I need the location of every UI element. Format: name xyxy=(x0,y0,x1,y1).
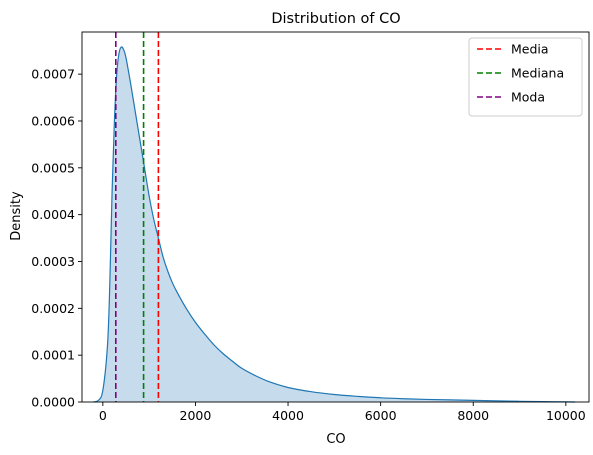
x-tick-label: 8000 xyxy=(457,408,489,423)
y-tick-label: 0.0007 xyxy=(31,67,75,82)
axes-frame xyxy=(81,31,590,403)
legend-label-moda: Moda xyxy=(511,90,545,105)
x-tick-label: 6000 xyxy=(365,408,397,423)
y-tick-label: 0.0001 xyxy=(31,348,75,363)
y-tick-label: 0.0006 xyxy=(31,113,75,128)
x-tick-label: 0 xyxy=(99,408,107,423)
legend-label-media: Media xyxy=(511,42,549,57)
chart-title: Distribution of CO xyxy=(271,11,400,27)
x-tick-label: 4000 xyxy=(272,408,304,423)
plot-area xyxy=(93,32,576,403)
legend: Media Mediana Moda xyxy=(468,37,583,117)
y-tick-label: 0.0004 xyxy=(31,207,75,222)
reference-lines xyxy=(115,32,160,402)
x-tick-label: 2000 xyxy=(180,408,212,423)
density-area xyxy=(93,46,576,402)
x-axis-label: CO xyxy=(326,432,345,447)
axes: 0 2000 4000 6000 8000 10000 0.0000 0.0001 0.0002… xyxy=(31,31,590,423)
y-tick-label: 0.0002 xyxy=(31,301,75,316)
density-layer xyxy=(93,46,576,403)
y-tick-label: 0.0005 xyxy=(31,160,75,175)
y-tick-label: 0.0000 xyxy=(31,395,75,410)
y-tick-label: 0.0003 xyxy=(31,254,75,269)
legend-label-mediana: Mediana xyxy=(511,66,564,81)
density-line xyxy=(93,46,576,403)
x-tick-label: 10000 xyxy=(546,408,586,423)
y-axis-label: Density xyxy=(9,191,24,241)
